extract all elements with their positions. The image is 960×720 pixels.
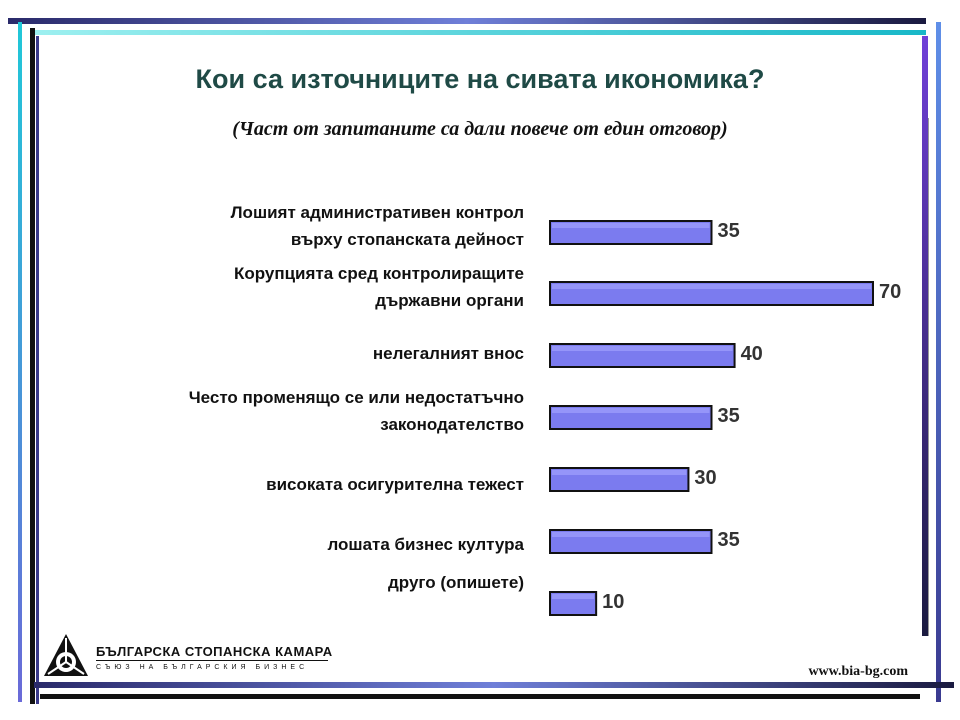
bar-highlight bbox=[552, 284, 871, 289]
category-label: лошата бизнес култура bbox=[327, 535, 524, 554]
category-label: нелегалният внос bbox=[372, 344, 524, 363]
chart-subtitle: (Част от запитаните са дали повече от ед… bbox=[232, 118, 728, 140]
bar-highlight bbox=[552, 470, 687, 475]
category-label: законодателство bbox=[380, 415, 524, 434]
bar-highlight bbox=[552, 408, 710, 413]
bar-highlight bbox=[552, 532, 710, 537]
data-label: 30 bbox=[694, 467, 717, 489]
data-label: 70 bbox=[879, 281, 902, 303]
bar-highlight bbox=[552, 594, 595, 599]
category-label: Често променящо се или недостатъчно bbox=[188, 388, 524, 407]
category-label: високата осигурителна тежест bbox=[266, 475, 524, 494]
category-label: друго (опишете) bbox=[388, 573, 524, 592]
data-label: 35 bbox=[717, 405, 740, 427]
bar-highlight bbox=[552, 346, 733, 351]
data-label: 35 bbox=[717, 529, 740, 551]
logo-divider bbox=[96, 660, 328, 661]
bia-triangle-logo-icon bbox=[44, 634, 88, 676]
bar-highlight bbox=[552, 223, 710, 228]
logo-tagline: СЪЮЗ НА БЪЛГАРСКИЯ БИЗНЕС bbox=[96, 664, 309, 671]
category-label: Корупцията сред контролиращите bbox=[233, 264, 524, 283]
category-label: държавни органи bbox=[375, 291, 524, 310]
footer-url[interactable]: www.bia-bg.com bbox=[808, 664, 908, 679]
logo-name: БЪЛГАРСКА СТОПАНСКА КАМАРА bbox=[96, 644, 333, 659]
category-label: върху стопанската дейност bbox=[290, 230, 524, 249]
data-label: 10 bbox=[602, 591, 625, 613]
category-label: Лошият административен контрол bbox=[230, 203, 524, 222]
data-label: 35 bbox=[717, 220, 740, 242]
chart-title: Кои са източниците на сивата икономика? bbox=[195, 64, 765, 94]
data-label: 40 bbox=[740, 343, 763, 365]
